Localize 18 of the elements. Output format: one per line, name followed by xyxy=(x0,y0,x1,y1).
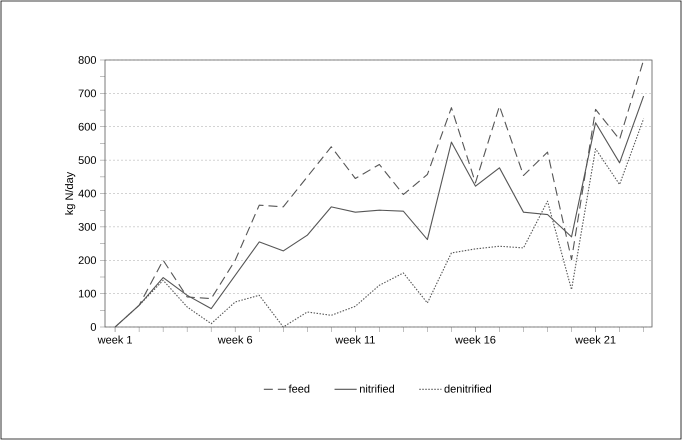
y-tick-label: 400 xyxy=(78,190,96,198)
y-tick-label: 700 xyxy=(78,90,96,98)
y-tick-label: 0 xyxy=(90,323,96,331)
legend-label: feed xyxy=(288,384,310,393)
x-tick-label: week 21 xyxy=(575,336,616,344)
x-tick-label: week 6 xyxy=(218,336,252,344)
x-tick-label: week 16 xyxy=(454,336,496,344)
x-tick-label: week 11 xyxy=(335,336,375,344)
legend-label: nitrified xyxy=(360,384,394,393)
y-tick-label: 600 xyxy=(78,122,96,131)
y-tick-label: 500 xyxy=(78,156,96,164)
x-tick-label: week 1 xyxy=(98,336,132,344)
legend-label: denitrified xyxy=(444,384,492,393)
y-tick-label: 100 xyxy=(78,290,96,298)
y-tick-label: 200 xyxy=(78,256,96,264)
y-tick-label: 300 xyxy=(78,222,96,231)
y-tick-label: 800 xyxy=(78,56,96,64)
y-axis-title: kg N/day xyxy=(65,172,76,214)
